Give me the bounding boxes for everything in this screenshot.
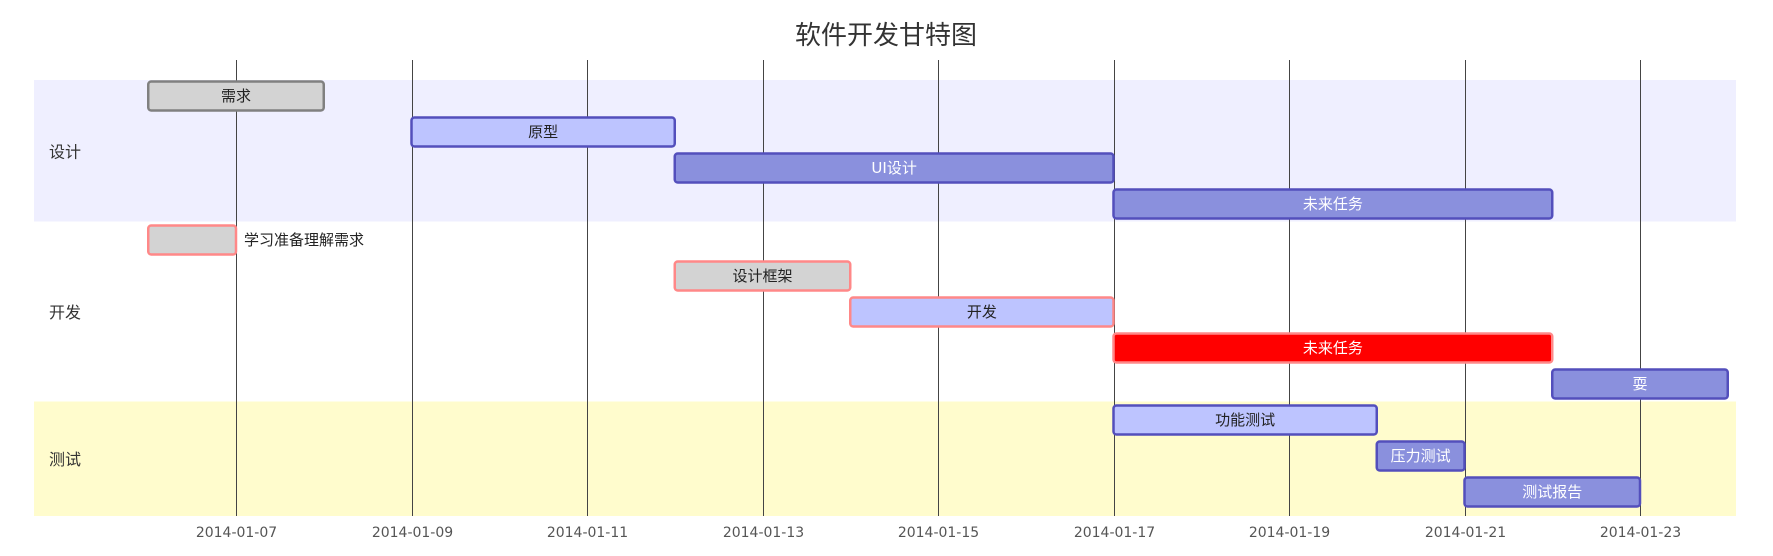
task-bar [1551,368,1729,400]
task-bar [147,224,238,256]
x-tick-label: 2014-01-15 [898,525,979,541]
task-label: 压力测试 [1391,447,1451,465]
task-label: 未来任务 [1303,195,1363,213]
task-bars: 需求原型UI设计未来任务学习准备理解需求设计框架开发未来任务耍功能测试压力测试测… [147,80,1729,508]
task-bar [1112,332,1554,364]
x-tick-label: 2014-01-13 [723,525,804,541]
task-label: 设计框架 [732,267,792,285]
task-label: 耍 [1632,375,1647,393]
section-label-2: 开发 [49,303,81,322]
task-label: 未来任务 [1303,339,1363,357]
task-label: 开发 [967,303,997,321]
task-label: 功能测试 [1215,411,1275,429]
task-label: 学习准备理解需求 [244,231,364,249]
chart-title: 软件开发甘特图 [795,21,977,51]
section-label-3: 测试 [49,450,81,469]
section-label-1: 设计 [49,142,81,161]
task-bar [849,296,1115,328]
x-tick-label: 2014-01-11 [547,525,628,541]
x-tick-label: 2014-01-09 [372,525,453,541]
task-bar [1112,404,1378,436]
task-bar [147,80,325,112]
task-bar [1375,440,1466,472]
x-tick-label: 2014-01-23 [1600,525,1681,541]
task-label: UI设计 [871,159,916,177]
task-label: 原型 [528,123,558,141]
x-tick-label: 2014-01-21 [1425,525,1506,541]
task-label: 需求 [221,87,251,105]
task-bar [673,152,1115,184]
task-bar [1463,476,1642,508]
x-tick-label: 2014-01-17 [1074,525,1155,541]
task-label: 测试报告 [1522,483,1582,501]
task-bar [410,116,676,148]
task-bar [673,260,852,292]
task-bar [1112,188,1554,220]
x-tick-label: 2014-01-19 [1249,525,1330,541]
x-tick-label: 2014-01-07 [196,525,277,541]
x-axis-ticks: 2014-01-07 2014-01-09 2014-01-11 2014-01-13… [196,525,1681,541]
